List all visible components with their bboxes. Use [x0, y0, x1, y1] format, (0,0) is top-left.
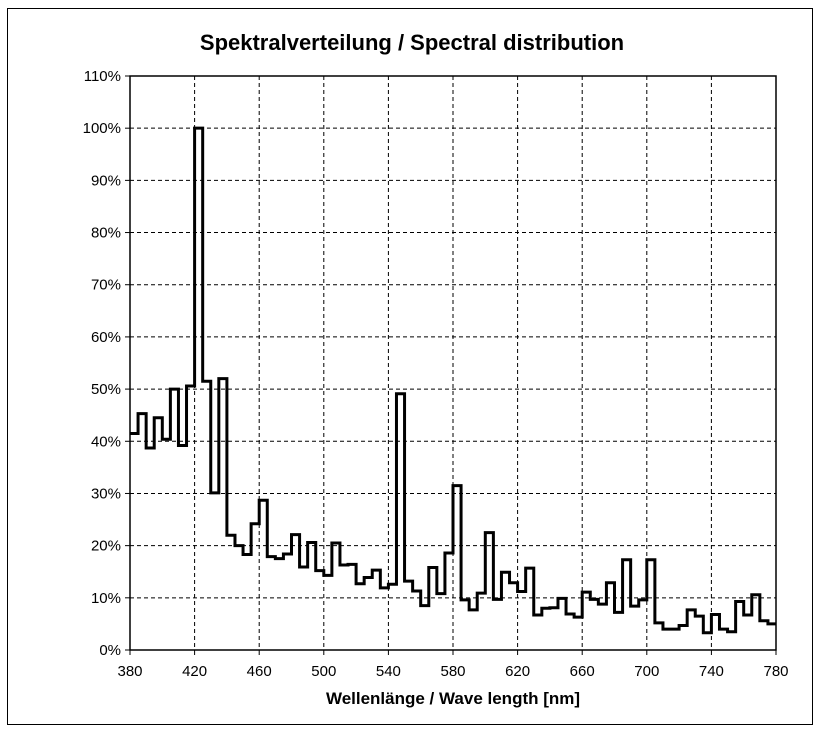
spectrum-line: [130, 126, 776, 635]
x-tick-label: 580: [440, 663, 465, 680]
x-tick-label: 740: [699, 663, 724, 680]
y-tick-label: 70%: [91, 277, 121, 294]
y-tick-label: 90%: [91, 172, 121, 189]
x-tick-label: 420: [182, 663, 207, 680]
x-tick-label: 380: [117, 663, 142, 680]
chart-title: Spektralverteilung / Spectral distributi…: [199, 30, 625, 55]
x-tick-label: 460: [247, 663, 272, 680]
y-tick-label: 0%: [99, 642, 121, 659]
y-tick-label: 110%: [84, 68, 121, 85]
x-tick-label: 780: [763, 663, 788, 680]
y-tick-label: 20%: [91, 538, 121, 555]
x-axis-label: Wellenlänge / Wave length [nm]: [325, 689, 581, 708]
y-tick-label: 100%: [83, 120, 121, 137]
y-tick-label: 80%: [91, 225, 121, 242]
x-tick-label: 700: [634, 663, 659, 680]
chart-frame: [7, 8, 813, 725]
y-tick-label: 50%: [91, 381, 121, 398]
x-tick-label: 540: [376, 663, 401, 680]
y-tick-label: 40%: [91, 433, 121, 450]
x-tick-label: 660: [570, 663, 595, 680]
x-tick-label: 620: [505, 663, 530, 680]
y-tick-label: 10%: [91, 590, 121, 607]
y-tick-label: 60%: [91, 329, 121, 346]
y-tick-label: 30%: [91, 485, 121, 502]
x-tick-label: 500: [311, 663, 336, 680]
